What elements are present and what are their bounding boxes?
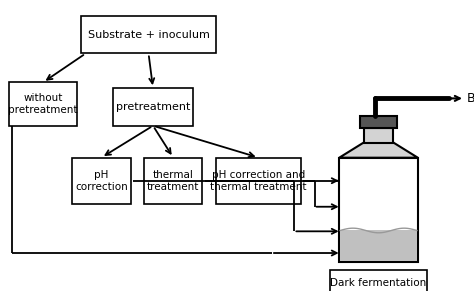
FancyBboxPatch shape — [72, 158, 130, 204]
FancyBboxPatch shape — [9, 82, 77, 126]
FancyBboxPatch shape — [360, 116, 397, 128]
Text: without
pretreatment: without pretreatment — [9, 93, 78, 115]
Text: pH
correction: pH correction — [75, 170, 128, 192]
Text: thermal
treatment: thermal treatment — [147, 170, 200, 192]
FancyBboxPatch shape — [339, 158, 418, 262]
FancyBboxPatch shape — [364, 128, 393, 142]
FancyBboxPatch shape — [340, 230, 417, 261]
Text: pretreatment: pretreatment — [116, 102, 190, 112]
FancyBboxPatch shape — [113, 88, 193, 126]
FancyBboxPatch shape — [216, 158, 301, 204]
Polygon shape — [339, 142, 418, 158]
FancyBboxPatch shape — [81, 16, 216, 53]
Text: Substrate + inoculum: Substrate + inoculum — [88, 30, 210, 40]
Text: B: B — [466, 92, 474, 105]
FancyBboxPatch shape — [330, 270, 427, 292]
FancyBboxPatch shape — [144, 158, 202, 204]
Text: Dark fermentation: Dark fermentation — [330, 278, 427, 288]
Text: pH correction and
thermal treatment: pH correction and thermal treatment — [210, 170, 307, 192]
